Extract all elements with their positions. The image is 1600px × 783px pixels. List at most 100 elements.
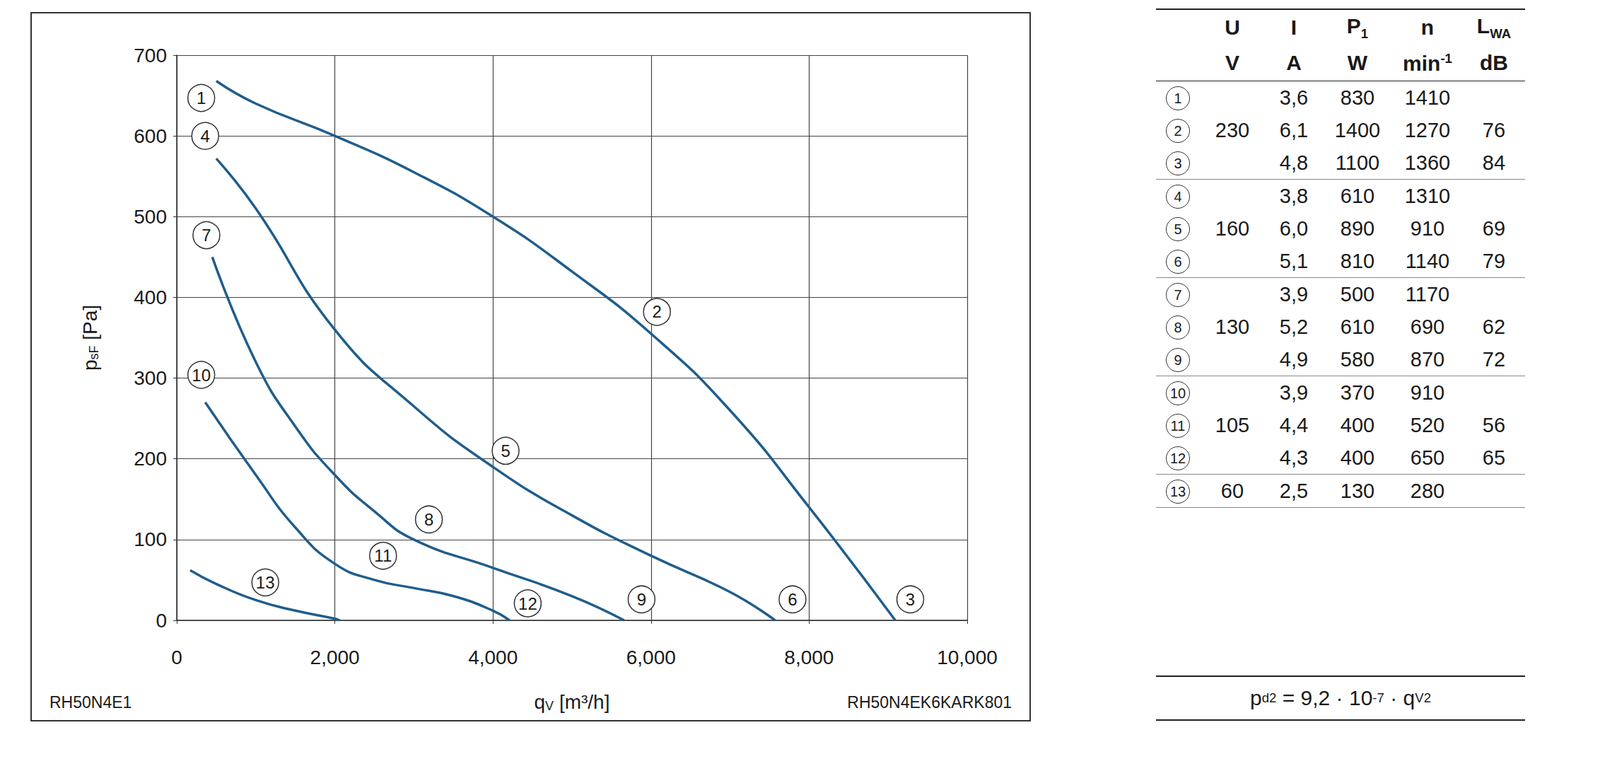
svg-text:12: 12 <box>518 593 538 613</box>
svg-text:7: 7 <box>201 225 211 245</box>
html-text:910: 910 <box>1410 216 1445 240</box>
html-text:130: 130 <box>1215 314 1250 338</box>
html-text:1310: 1310 <box>1404 184 1451 207</box>
svg-text:4,000: 4,000 <box>468 646 518 669</box>
svg-text:8,000: 8,000 <box>784 646 834 669</box>
svg-text:13: 13 <box>255 572 276 592</box>
html-text:105: 105 <box>1215 413 1250 436</box>
html-text:610: 610 <box>1340 314 1375 338</box>
svg-text:0: 0 <box>155 609 167 632</box>
html-text:U: U <box>1224 15 1240 39</box>
html-text:4,8: 4,8 <box>1279 150 1309 174</box>
html-text:60: 60 <box>1220 479 1244 502</box>
html-text:1410: 1410 <box>1404 85 1451 109</box>
svg-text:200: 200 <box>133 447 167 470</box>
html-text:5,2: 5,2 <box>1279 314 1309 338</box>
html-text:1360: 1360 <box>1404 150 1451 174</box>
html-text:3,8: 3,8 <box>1279 184 1309 207</box>
svg-text:sF: sF <box>86 345 102 360</box>
html-text:1140: 1140 <box>1405 249 1450 272</box>
html-text:370: 370 <box>1340 380 1375 404</box>
svg-text:4: 4 <box>200 126 210 146</box>
svg-text:10,000: 10,000 <box>936 646 998 669</box>
html-text:3,9: 3,9 <box>1279 282 1309 306</box>
svg-text:2,000: 2,000 <box>310 646 360 669</box>
html-text:2,5: 2,5 <box>1279 479 1309 502</box>
svg-text:400: 400 <box>133 286 167 309</box>
html-text:84: 84 <box>1482 150 1506 174</box>
html-text:6,0: 6,0 <box>1279 216 1309 240</box>
html-text:1100: 1100 <box>1335 150 1380 174</box>
html-text:79: 79 <box>1482 249 1506 272</box>
svg-text:V: V <box>545 698 554 713</box>
svg-text:2: 2 <box>652 301 662 321</box>
svg-text:100: 100 <box>133 528 167 551</box>
html-text:72: 72 <box>1482 347 1506 371</box>
html-text:3,6: 3,6 <box>1279 85 1309 109</box>
html-text:650: 650 <box>1410 445 1445 469</box>
html-text:610: 610 <box>1340 184 1375 207</box>
html-text:810: 810 <box>1340 249 1375 272</box>
html-text:1400: 1400 <box>1334 118 1381 142</box>
html-text:P1: P1 <box>1346 13 1369 41</box>
html-text:230: 230 <box>1215 118 1250 142</box>
svg-text:[Pa]: [Pa] <box>79 304 102 346</box>
svg-text:1: 1 <box>196 88 206 108</box>
svg-text:9: 9 <box>637 589 647 609</box>
html-text:400: 400 <box>1340 445 1375 469</box>
html-text:11: 11 <box>1170 417 1186 434</box>
html-text:62: 62 <box>1482 314 1506 338</box>
svg-text:600: 600 <box>133 125 167 148</box>
svg-text:500: 500 <box>133 205 167 228</box>
svg-text:p: p <box>79 359 102 372</box>
html-text:min-1: min-1 <box>1402 50 1453 75</box>
svg-text:0: 0 <box>171 646 183 669</box>
html-text:10: 10 <box>1170 385 1186 401</box>
html-text:870: 870 <box>1410 347 1445 371</box>
html-text:520: 520 <box>1410 413 1445 436</box>
svg-text:6: 6 <box>787 589 797 609</box>
svg-text:10: 10 <box>191 365 211 385</box>
html-text:12: 12 <box>1170 450 1186 466</box>
svg-text:q: q <box>534 690 546 713</box>
html-text:400: 400 <box>1340 413 1375 436</box>
svg-text:11: 11 <box>374 545 392 565</box>
svg-text:RH50N4EK6KARK801: RH50N4EK6KARK801 <box>847 692 1012 712</box>
html-text:76: 76 <box>1482 118 1506 142</box>
html-text:V: V <box>1225 50 1240 75</box>
html-text:4,3: 4,3 <box>1279 445 1309 469</box>
html-text:13: 13 <box>1170 483 1186 500</box>
html-text:A: A <box>1286 50 1302 75</box>
svg-text:8: 8 <box>424 509 434 529</box>
html-text:dB: dB <box>1479 50 1509 75</box>
html-text:65: 65 <box>1482 445 1506 469</box>
html-text:pd2= 9,2 · 10-7· qV 2: pd2= 9,2 · 10-7· qV 2 <box>1250 685 1432 710</box>
html-text:580: 580 <box>1340 347 1375 371</box>
html-text:910: 910 <box>1410 380 1445 404</box>
html-text:4,4: 4,4 <box>1279 413 1309 436</box>
html-text:LWA: LWA <box>1476 13 1511 41</box>
svg-text:3: 3 <box>905 589 915 609</box>
html-text:130: 130 <box>1340 479 1375 502</box>
html-text:160: 160 <box>1215 216 1250 240</box>
html-text:56: 56 <box>1482 413 1506 436</box>
svg-text:RH50N4E1: RH50N4E1 <box>49 692 132 712</box>
html-text:1270: 1270 <box>1404 118 1451 142</box>
html-text:5,1: 5,1 <box>1279 249 1309 272</box>
html-text:890: 890 <box>1340 216 1375 240</box>
svg-text:300: 300 <box>133 366 167 389</box>
html-text:3,9: 3,9 <box>1279 380 1309 404</box>
html-text:W: W <box>1347 50 1368 75</box>
svg-text:700: 700 <box>133 44 167 67</box>
html-text:69: 69 <box>1482 216 1506 240</box>
svg-text:6,000: 6,000 <box>626 646 676 669</box>
html-text:1170: 1170 <box>1405 282 1450 306</box>
html-text:4,9: 4,9 <box>1279 347 1309 371</box>
html-text:280: 280 <box>1410 479 1445 502</box>
html-text:690: 690 <box>1410 314 1445 338</box>
html-text:500: 500 <box>1340 282 1375 306</box>
svg-text:5: 5 <box>500 441 510 461</box>
svg-text:[m³/h]: [m³/h] <box>553 690 610 713</box>
html-text:830: 830 <box>1340 85 1375 109</box>
html-text:6,1: 6,1 <box>1279 118 1309 142</box>
